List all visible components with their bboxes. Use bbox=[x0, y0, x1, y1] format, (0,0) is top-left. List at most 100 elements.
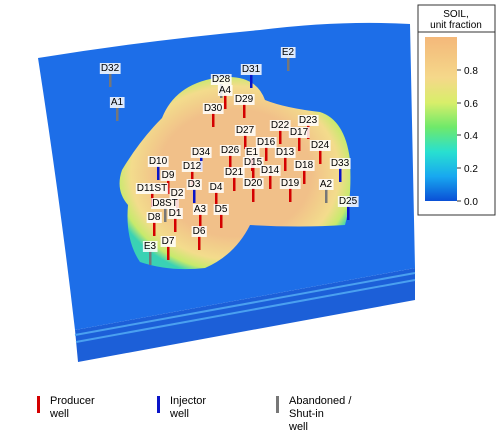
well-label-box bbox=[234, 125, 256, 136]
well-label-box bbox=[280, 47, 296, 58]
well-label-box bbox=[202, 103, 224, 114]
well-trajectory bbox=[215, 192, 218, 206]
well-label-box bbox=[297, 115, 319, 126]
well-trajectory bbox=[229, 155, 232, 169]
well-label-box bbox=[255, 137, 277, 148]
well-label-box bbox=[186, 179, 202, 190]
well-trajectory bbox=[303, 170, 306, 184]
well-trajectory bbox=[167, 246, 170, 260]
legend-swatch bbox=[37, 396, 40, 413]
well-trajectory bbox=[252, 188, 255, 202]
well-label-box bbox=[269, 120, 291, 131]
well-label-box bbox=[337, 196, 359, 207]
well-label-box bbox=[213, 204, 229, 215]
well-trajectory bbox=[109, 73, 112, 87]
well-trajectory bbox=[174, 218, 177, 232]
well-label-box bbox=[135, 183, 169, 194]
well-label-box bbox=[142, 241, 158, 252]
well-label: D5 bbox=[215, 204, 228, 215]
well-trajectory bbox=[199, 214, 202, 228]
well-trajectory bbox=[244, 135, 247, 149]
well-trajectory bbox=[233, 177, 236, 191]
legend-label: Shut-in bbox=[289, 408, 324, 420]
well-trajectory bbox=[220, 214, 223, 228]
colorbar-title: SOIL, bbox=[443, 9, 469, 20]
well-label: D11ST bbox=[137, 183, 167, 194]
well-label: D33 bbox=[331, 158, 350, 169]
well-label: D6 bbox=[193, 226, 206, 237]
well-label: D34 bbox=[192, 147, 211, 158]
well-trajectory bbox=[319, 150, 322, 164]
legend-label: well bbox=[288, 421, 308, 433]
well-label: D22 bbox=[271, 120, 290, 131]
well-label-box bbox=[309, 140, 331, 151]
well-label-box bbox=[259, 165, 281, 176]
well-trajectory bbox=[287, 57, 290, 71]
well-label: D32 bbox=[101, 63, 120, 74]
legend-label: Producer bbox=[50, 395, 95, 407]
well-label: E3 bbox=[144, 241, 157, 252]
well-label-box bbox=[160, 170, 176, 181]
well-label-box bbox=[208, 182, 224, 193]
well-label: D27 bbox=[236, 125, 255, 136]
legend-label: well bbox=[169, 408, 189, 420]
colorbar-tick-label: 0.8 bbox=[464, 66, 478, 77]
well-label-box bbox=[109, 97, 125, 108]
well-label: D7 bbox=[162, 236, 175, 247]
colorbar: SOIL, unit fraction 0.8 0.6 0.4 0.2 0.0 bbox=[417, 4, 496, 216]
slab-side bbox=[75, 268, 415, 362]
colorbar-tick-label: 0.0 bbox=[464, 197, 478, 208]
well-label: D9 bbox=[162, 170, 175, 181]
well-trajectory bbox=[153, 222, 156, 236]
well-label: D2 bbox=[171, 188, 184, 199]
well-label: D30 bbox=[204, 103, 223, 114]
legend-label: Abandoned / bbox=[289, 395, 352, 407]
well-label-box bbox=[288, 127, 310, 138]
well-label: D19 bbox=[281, 178, 300, 189]
well-label: A4 bbox=[219, 85, 232, 96]
well-label: D29 bbox=[235, 94, 254, 105]
well-label-box bbox=[329, 158, 351, 169]
well-label: A2 bbox=[320, 179, 333, 190]
well-label-box bbox=[223, 167, 245, 178]
colorbar-tick-label: 0.6 bbox=[464, 99, 478, 110]
well-trajectory bbox=[157, 166, 160, 180]
well-label-box bbox=[191, 226, 207, 237]
well-label: D14 bbox=[261, 165, 280, 176]
well-trajectory bbox=[325, 189, 328, 203]
well-label: E2 bbox=[282, 47, 295, 58]
well-label-box bbox=[274, 147, 296, 158]
well-trajectory bbox=[149, 251, 152, 265]
well-label: D16 bbox=[257, 137, 276, 148]
well-trajectory bbox=[212, 113, 215, 127]
colorbar-tick-label: 0.4 bbox=[464, 131, 478, 142]
well-label-box bbox=[233, 94, 255, 105]
well-label-box bbox=[318, 179, 334, 190]
colorbar-tick-label: 0.2 bbox=[464, 164, 478, 175]
well-label-box bbox=[181, 161, 203, 172]
well-label-box bbox=[219, 145, 241, 156]
well-label-box bbox=[293, 160, 315, 171]
well-label: D21 bbox=[225, 167, 244, 178]
well-label: D26 bbox=[221, 145, 240, 156]
well-label: D18 bbox=[295, 160, 314, 171]
well-trajectory bbox=[279, 130, 282, 144]
well-label: D28 bbox=[212, 74, 231, 85]
well-label-box bbox=[146, 212, 162, 223]
well-trajectory bbox=[193, 189, 196, 203]
well-label: D1 bbox=[169, 208, 182, 219]
well-label: D12 bbox=[183, 161, 202, 172]
well-trajectory bbox=[265, 147, 268, 161]
well-label-box bbox=[169, 188, 185, 199]
well-label-box bbox=[242, 178, 264, 189]
well-label-box bbox=[217, 85, 233, 96]
well-label-box bbox=[244, 147, 260, 158]
well-label: D23 bbox=[299, 115, 318, 126]
well-label: D10 bbox=[149, 156, 168, 167]
well-label: D24 bbox=[311, 140, 330, 151]
well-label: D20 bbox=[244, 178, 263, 189]
well-trajectory bbox=[164, 208, 167, 222]
